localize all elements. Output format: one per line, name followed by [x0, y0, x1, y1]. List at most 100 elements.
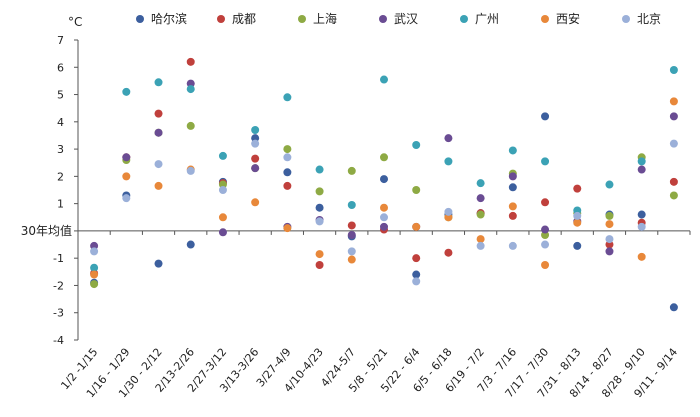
data-point — [541, 261, 550, 269]
data-point — [218, 151, 227, 160]
y-tick-label: 6 — [57, 61, 64, 74]
data-point — [315, 187, 324, 196]
data-point — [573, 241, 582, 250]
data-point — [347, 255, 356, 264]
y-tick-label: 5 — [57, 89, 64, 102]
y-tick-label: 1 — [57, 198, 64, 211]
legend-label: 上海 — [313, 11, 337, 26]
data-point — [541, 112, 550, 121]
data-point — [380, 75, 388, 84]
data-point — [412, 254, 421, 263]
data-point — [669, 112, 678, 121]
data-point — [476, 210, 485, 219]
data-point — [154, 128, 163, 137]
data-point — [380, 203, 388, 212]
data-point — [380, 213, 388, 222]
data-point — [412, 270, 421, 279]
data-point — [90, 247, 99, 256]
data-point — [476, 194, 485, 203]
data-point — [90, 270, 99, 279]
data-point — [283, 168, 292, 177]
y-tick-label: 3 — [57, 143, 64, 156]
data-point — [508, 183, 517, 192]
data-point — [90, 280, 99, 289]
data-points — [90, 57, 678, 312]
y-tick-label: -4 — [53, 334, 64, 347]
data-point — [476, 235, 485, 244]
legend-marker — [622, 15, 630, 23]
data-point — [347, 231, 356, 239]
legend-marker — [136, 15, 144, 23]
legend-label: 武汉 — [394, 12, 418, 26]
legend-marker — [460, 15, 468, 23]
data-point — [251, 126, 260, 134]
unit-label: °C — [68, 15, 82, 29]
data-point — [605, 211, 614, 220]
data-point — [283, 153, 292, 162]
data-point — [315, 250, 324, 259]
data-point — [669, 303, 678, 312]
data-point — [90, 263, 99, 272]
data-point — [154, 181, 163, 190]
data-point — [347, 221, 356, 230]
data-point — [444, 248, 453, 257]
legend-label: 西安 — [556, 11, 580, 26]
data-point — [347, 166, 356, 175]
legend-label: 成都 — [232, 12, 256, 26]
data-point — [541, 225, 550, 234]
data-point — [154, 109, 163, 118]
data-point — [669, 139, 678, 148]
data-point — [315, 203, 324, 212]
data-point — [412, 222, 421, 231]
data-point — [186, 85, 195, 94]
data-point — [476, 179, 485, 188]
data-point — [122, 153, 131, 162]
legend-label: 哈尔滨 — [151, 11, 187, 26]
data-point — [669, 177, 678, 186]
data-point — [637, 252, 646, 261]
data-point — [154, 259, 163, 268]
legend-marker — [298, 15, 306, 23]
data-point — [380, 153, 388, 162]
y-tick-label: -1 — [53, 252, 64, 265]
data-point — [251, 154, 260, 163]
data-point — [508, 146, 517, 155]
data-point — [508, 211, 517, 220]
data-point — [508, 202, 517, 211]
data-point — [122, 172, 131, 181]
data-point — [605, 220, 614, 229]
data-point — [637, 210, 646, 219]
data-point — [444, 157, 453, 166]
data-point — [347, 201, 356, 209]
data-point — [315, 217, 324, 226]
data-point — [605, 235, 614, 244]
data-point — [154, 160, 163, 169]
legend: 哈尔滨 成都 上海 武汉 广州 西安 北京 — [136, 11, 661, 26]
data-point — [122, 194, 131, 203]
y-tick-label: 7 — [57, 34, 64, 47]
data-point — [186, 240, 195, 249]
data-point — [380, 175, 388, 184]
y-tick-label: 4 — [57, 116, 64, 129]
data-point — [283, 181, 292, 190]
legend-marker — [217, 15, 225, 23]
data-point — [476, 241, 485, 250]
y-tick-label: -3 — [53, 307, 64, 320]
data-point — [669, 191, 678, 200]
data-point — [315, 165, 324, 174]
legend-label: 北京 — [637, 12, 661, 26]
data-point — [251, 139, 260, 148]
data-point — [444, 207, 453, 216]
data-point — [283, 93, 292, 102]
data-point — [637, 157, 646, 166]
data-point — [637, 222, 646, 231]
data-point — [251, 198, 260, 207]
y-axis-ticks: -4 -3 -2 -1 1 2 3 4 5 6 7 — [53, 34, 78, 347]
data-point — [605, 247, 614, 256]
data-point — [637, 165, 646, 174]
data-point — [541, 240, 550, 249]
data-point — [283, 145, 292, 154]
data-point — [669, 66, 678, 74]
